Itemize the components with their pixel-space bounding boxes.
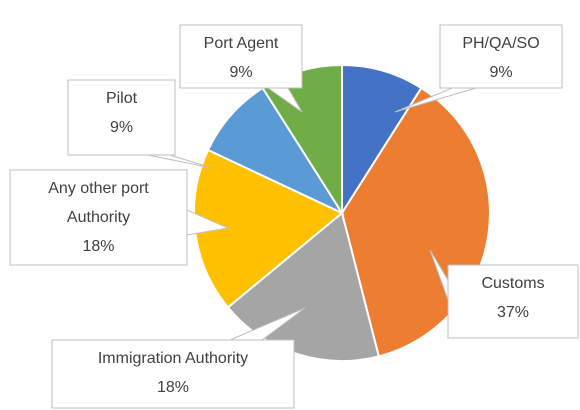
data-label-text: Pilot 9% <box>68 84 175 142</box>
category-label: Port Agent <box>203 35 279 52</box>
category-label: PH/QA/SO <box>462 35 540 52</box>
pie-slice <box>341 63 423 217</box>
value-label: 37% <box>496 304 530 321</box>
data-label-text: PH/QA/SO 9% <box>440 29 562 87</box>
pie-slice <box>226 211 381 362</box>
callout-box <box>439 24 563 89</box>
callout-box <box>9 169 188 266</box>
callout-box <box>51 339 295 409</box>
pie-slice <box>206 86 345 216</box>
data-label: Any other port Authority 18% <box>10 174 187 261</box>
data-label: Customs 37% <box>448 269 578 327</box>
callout-box <box>179 24 303 89</box>
data-label-text: Port Agent 9% <box>180 29 302 87</box>
data-label: Immigration Authority 18% <box>52 344 294 402</box>
value-label: 9% <box>109 119 134 136</box>
value-label: 9% <box>489 64 513 81</box>
data-label-text: Customs 37% <box>448 269 578 327</box>
data-label: PH/QA/SO 9% <box>440 29 562 87</box>
category-label: Any other port Authority <box>48 180 149 226</box>
category-label: Pilot <box>105 90 138 107</box>
data-label-text: Any other port Authority 18% <box>24 174 174 261</box>
value-label: 9% <box>229 64 253 81</box>
data-label-text: Immigration Authority 18% <box>52 344 294 402</box>
callout-box <box>447 264 579 339</box>
value-label: 18% <box>156 379 190 396</box>
data-label: Port Agent 9% <box>180 29 302 87</box>
callout-box <box>67 79 176 156</box>
category-label: Immigration Authority <box>97 350 249 367</box>
category-label: Customs <box>481 275 545 292</box>
data-label: Pilot 9% <box>68 84 175 142</box>
value-label: 18% <box>82 238 115 255</box>
